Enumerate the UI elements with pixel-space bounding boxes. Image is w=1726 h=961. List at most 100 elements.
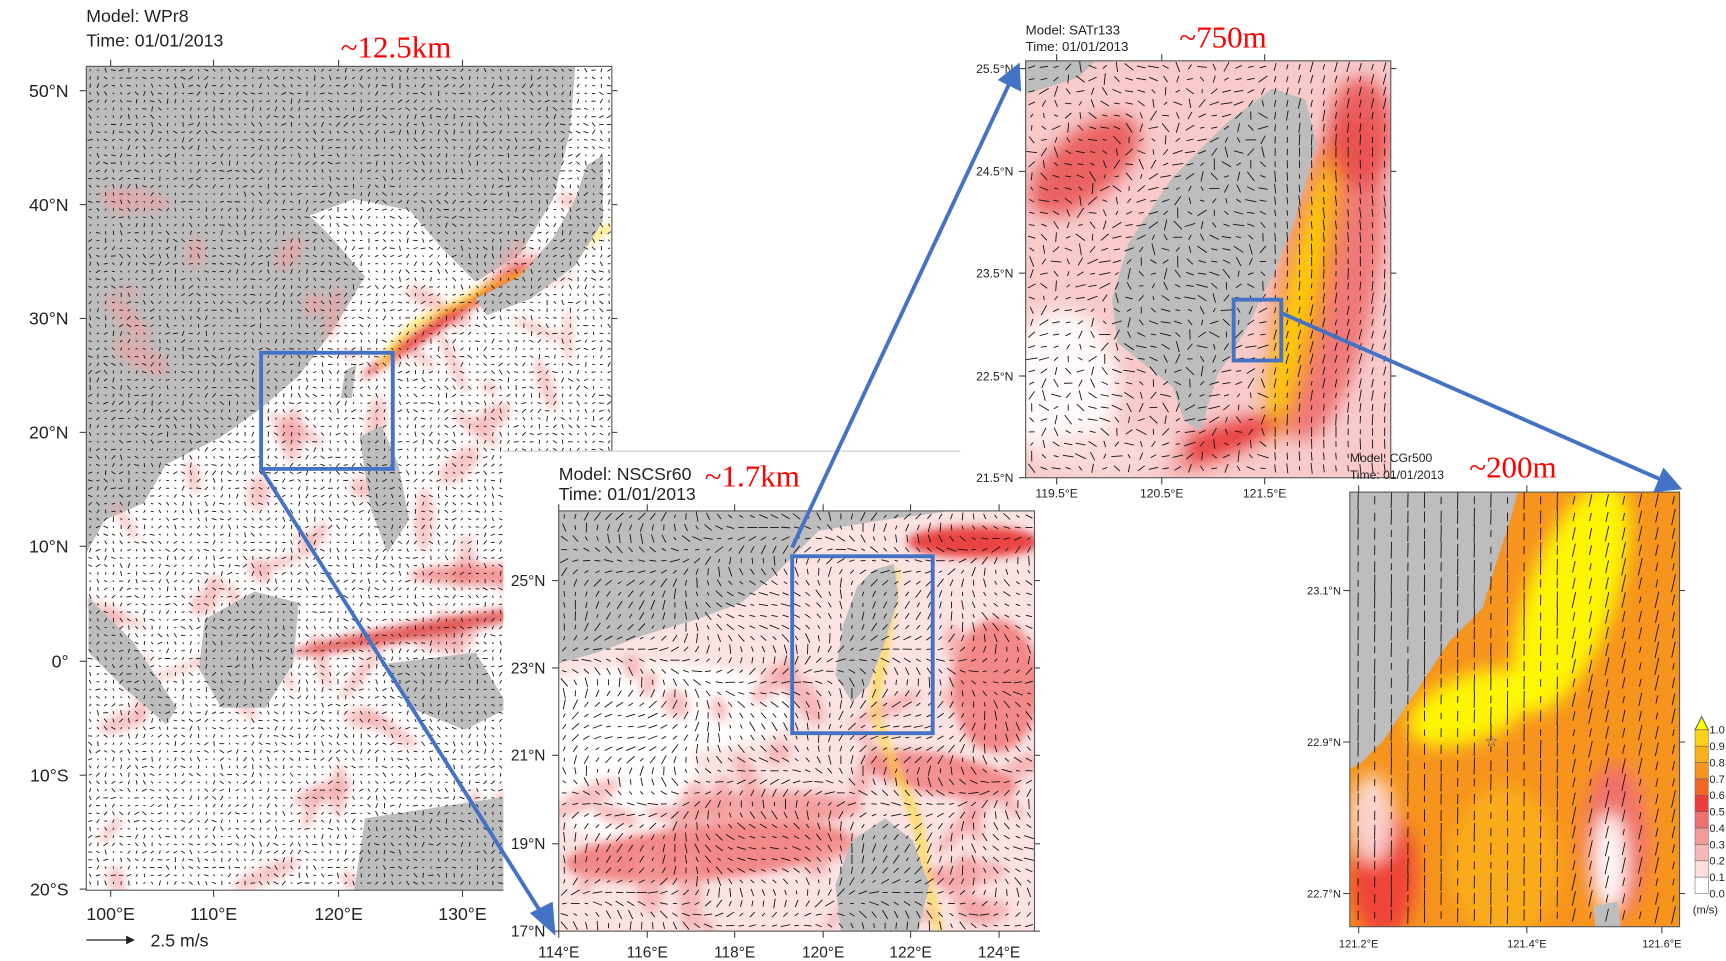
speed-patch xyxy=(104,295,150,340)
vector-arrow xyxy=(128,796,130,799)
vector-arrow xyxy=(126,385,131,390)
vector-arrow xyxy=(190,277,192,281)
vector-arrow xyxy=(142,587,146,591)
vector-arrow xyxy=(112,262,115,266)
vector-arrow xyxy=(96,424,100,428)
vector-arrow xyxy=(197,300,201,305)
vector-arrow xyxy=(158,462,162,468)
vector-arrow xyxy=(134,130,139,135)
speed-patch xyxy=(439,331,467,394)
vector-arrow xyxy=(182,354,184,359)
vector-arrow xyxy=(142,371,147,374)
vector-arrow xyxy=(128,758,130,761)
vector-arrow xyxy=(165,595,170,598)
vector-arrow xyxy=(228,107,231,111)
vector-arrow xyxy=(96,672,100,676)
vector-arrow xyxy=(127,138,131,142)
vector-arrow xyxy=(143,858,146,862)
vector-arrow xyxy=(275,122,277,127)
vector-arrow xyxy=(158,657,162,660)
vector-arrow xyxy=(126,681,132,683)
vector-arrow xyxy=(182,223,184,227)
vector-arrow xyxy=(88,246,93,250)
vector-arrow xyxy=(158,261,162,267)
vector-arrow xyxy=(189,162,193,165)
vector-arrow xyxy=(382,123,387,126)
vector-arrow xyxy=(95,501,100,506)
vector-arrow xyxy=(180,765,186,769)
vector-arrow xyxy=(220,610,223,614)
vector-arrow xyxy=(135,285,138,289)
vector-arrow xyxy=(89,572,92,575)
vector-arrow xyxy=(150,656,155,661)
vector-arrow xyxy=(112,393,115,398)
vector-arrow xyxy=(151,835,153,838)
vector-arrow xyxy=(158,525,162,529)
vector-arrow xyxy=(321,541,324,544)
vector-arrow xyxy=(112,107,115,111)
vector-arrow xyxy=(97,224,99,227)
vector-arrow xyxy=(126,495,131,497)
vector-arrow xyxy=(173,765,178,769)
vector-arrow xyxy=(205,315,208,321)
vector-arrow xyxy=(127,192,131,196)
vector-arrow xyxy=(212,285,216,289)
vector-arrow xyxy=(128,642,130,645)
vector-arrow xyxy=(142,625,147,630)
vector-arrow xyxy=(112,494,115,498)
vector-arrow xyxy=(151,332,154,335)
vector-arrow xyxy=(158,556,162,559)
vector-arrow xyxy=(104,254,107,258)
vector-arrow xyxy=(149,100,155,103)
vector-arrow xyxy=(212,154,216,157)
vector-arrow xyxy=(181,262,185,266)
vector-arrow xyxy=(88,541,92,544)
vector-arrow xyxy=(376,533,378,537)
vector-arrow xyxy=(104,656,108,661)
vector-arrow xyxy=(174,641,177,645)
vector-arrow xyxy=(127,224,131,227)
vector-arrow xyxy=(320,224,325,226)
vector-arrow xyxy=(274,69,279,71)
speed-patch xyxy=(247,475,271,510)
vector-arrow xyxy=(220,409,223,413)
vector-arrow xyxy=(213,741,215,747)
vector-arrow xyxy=(196,464,201,466)
vector-arrow xyxy=(258,77,263,79)
vector-arrow xyxy=(181,882,185,884)
vector-arrow xyxy=(212,470,217,476)
vector-arrow xyxy=(313,379,317,381)
vector-arrow xyxy=(220,525,223,529)
vector-arrow xyxy=(181,734,185,738)
vector-arrow xyxy=(220,362,224,367)
vector-arrow xyxy=(166,578,170,584)
vector-arrow xyxy=(211,362,217,367)
vector-arrow xyxy=(211,795,217,800)
vector-arrow xyxy=(181,811,185,815)
vector-arrow xyxy=(95,525,101,529)
vector-arrow xyxy=(110,796,117,799)
vector-arrow xyxy=(220,570,223,576)
vector-arrow xyxy=(205,773,208,776)
vector-arrow xyxy=(228,115,231,119)
vector-arrow xyxy=(422,439,424,445)
vector-arrow xyxy=(197,827,200,831)
vector-arrow xyxy=(135,122,138,127)
vector-arrow xyxy=(213,563,215,568)
vector-arrow xyxy=(352,284,355,290)
vector-arrow xyxy=(119,664,124,668)
vector-arrow xyxy=(158,834,162,839)
vector-arrow xyxy=(195,487,202,489)
vector-arrow xyxy=(135,733,138,739)
vector-arrow xyxy=(104,277,107,281)
vector-arrow xyxy=(196,246,202,250)
speed-patch xyxy=(98,709,148,734)
vector-arrow xyxy=(126,169,132,173)
vector-arrow xyxy=(95,688,101,691)
vector-arrow xyxy=(219,455,225,459)
vector-arrow xyxy=(111,780,116,785)
vector-arrow xyxy=(205,595,208,598)
vector-arrow xyxy=(158,742,161,745)
vector-arrow xyxy=(205,587,208,590)
vector-arrow xyxy=(174,185,177,188)
